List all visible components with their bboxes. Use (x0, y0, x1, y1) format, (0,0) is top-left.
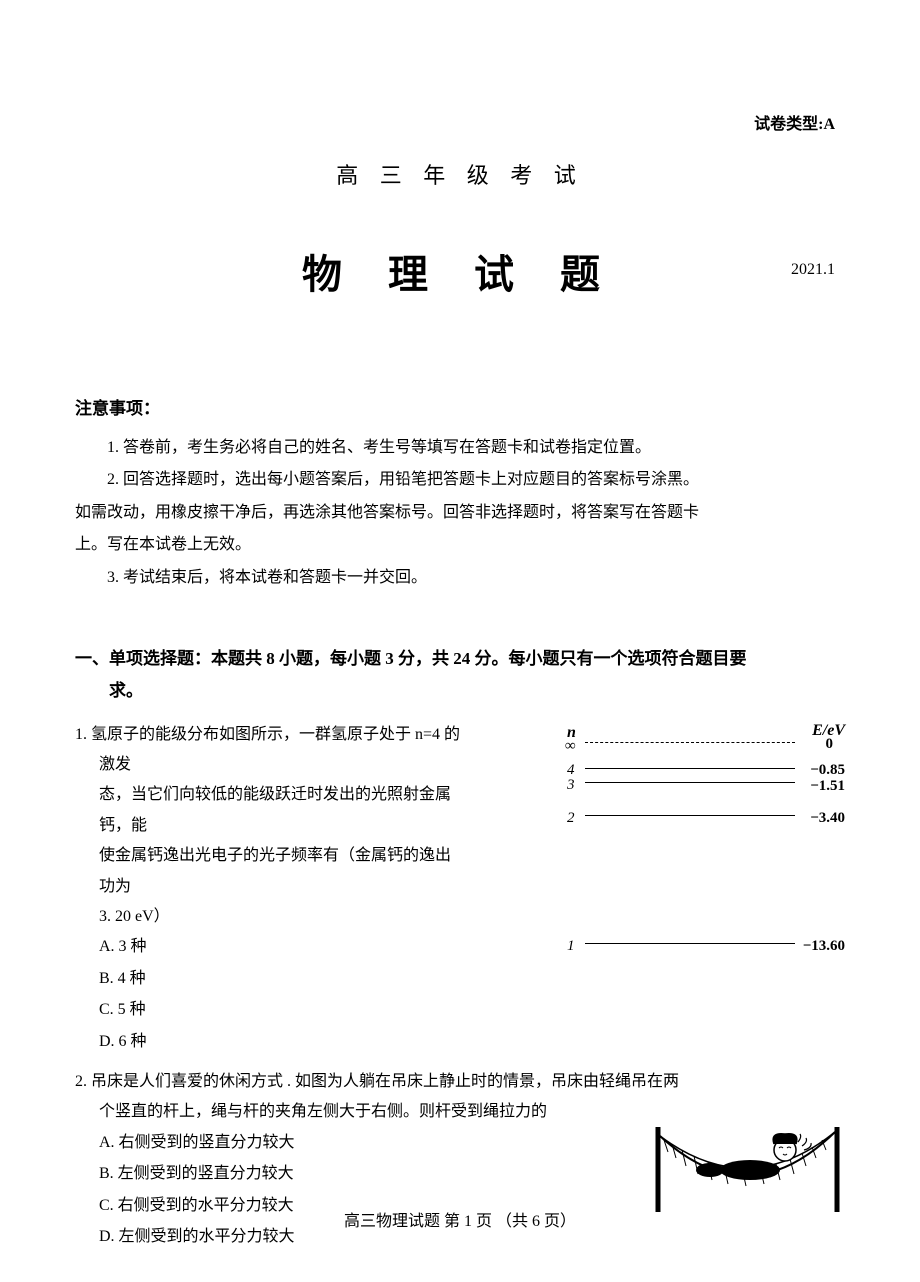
hammock-illustration (650, 1122, 845, 1217)
level-1-line (585, 943, 795, 944)
q1-line1: 1. 氢原子的能级分布如图所示，一群氢原子处于 n=4 的激发 (75, 720, 465, 781)
paper-type: 试卷类型:A (754, 110, 835, 140)
level-3-e: −1.51 (810, 772, 845, 801)
level-1-n: 1 (567, 932, 575, 961)
notice-item-1: 1. 答卷前，考生务必将自己的姓名、考生号等填写在答题卡和试卷指定位置。 (75, 433, 845, 463)
level-3-n: 3 (567, 771, 575, 800)
section-1-title-l2: 求。 (75, 675, 845, 707)
q1-option-c: C. 5 种 (75, 995, 465, 1025)
q1-line4: 3. 20 eV） (75, 902, 465, 932)
q1-option-b: B. 4 种 (75, 964, 465, 994)
notice-item-2b: 如需改动，用橡皮擦干净后，再选涂其他答案标号。回答非选择题时，将答案写在答题卡 (75, 498, 845, 528)
exam-subtitle: 高 三 年 级 考 试 (75, 155, 845, 197)
q1-option-d: D. 6 种 (75, 1027, 465, 1057)
notice-item-3: 3. 考试结束后，将本试卷和答题卡一并交回。 (75, 563, 845, 593)
q1-line2: 态，当它们向较低的能级跃迁时发出的光照射金属钙，能 (75, 780, 465, 841)
level-inf-e: 0 (826, 730, 834, 759)
question-1: 1. 氢原子的能级分布如图所示，一群氢原子处于 n=4 的激发 态，当它们向较低… (75, 720, 845, 1057)
section-1-title: 一、单项选择题：本题共 8 小题，每小题 3 分，共 24 分。每小题只有一个选… (75, 643, 845, 708)
q2-line1: 2. 吊床是人们喜爱的休闲方式 . 如图为人躺在吊床上静止时的情景，吊床由轻绳吊… (75, 1067, 845, 1097)
notice-item-2c: 上。写在本试卷上无效。 (75, 530, 845, 560)
q1-option-a: A. 3 种 (75, 932, 465, 962)
exam-date: 2021.1 (791, 255, 835, 285)
q2-line2: 个竖直的杆上，绳与杆的夹角左侧大于右侧。则杆受到绳拉力的 (75, 1097, 605, 1127)
level-1-e: −13.60 (803, 932, 845, 961)
level-4-line (585, 768, 795, 769)
title-row: 物 理 试 题 2021.1 (75, 237, 845, 313)
energy-level-diagram: n E/eV ∞ 0 4 −0.85 3 −1.51 2 −3.40 1 −13… (555, 720, 845, 960)
notice-item-2: 2. 回答选择题时，选出每小题答案后，用铅笔把答题卡上对应题目的答案标号涂黑。 (75, 465, 845, 495)
level-2-n: 2 (567, 804, 575, 833)
section-1-title-l1: 一、单项选择题：本题共 8 小题，每小题 3 分，共 24 分。每小题只有一个选… (75, 643, 845, 675)
level-inf-line (585, 742, 795, 743)
notice-title: 注意事项： (75, 393, 845, 425)
level-2-e: −3.40 (810, 804, 845, 833)
main-title: 物 理 试 题 (302, 237, 618, 313)
level-2-line (585, 815, 795, 816)
level-3-line (585, 782, 795, 783)
page-footer: 高三物理试题 第 1 页 （共 6 页） (0, 1207, 920, 1237)
q1-line3: 使金属钙逸出光电子的光子频率有（金属钙的逸出功为 (75, 841, 465, 902)
